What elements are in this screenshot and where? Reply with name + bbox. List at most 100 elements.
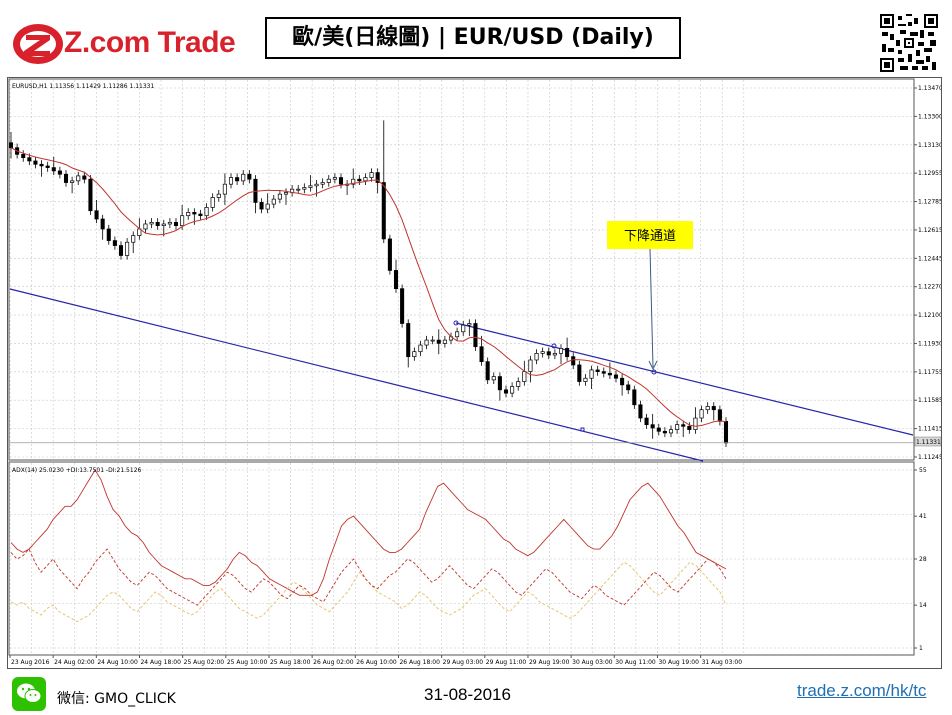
- annotation-arrow: [649, 248, 654, 368]
- candle: [546, 347, 551, 360]
- candle-body: [583, 377, 588, 382]
- candle: [424, 335, 429, 350]
- candle-body: [8, 142, 14, 149]
- candle: [106, 224, 111, 245]
- candle: [717, 405, 722, 426]
- candle-body: [644, 417, 649, 426]
- price-tick-label: 1.12955: [918, 170, 941, 177]
- candle-body: [88, 178, 93, 212]
- candle-body: [106, 228, 111, 241]
- candle-body: [607, 372, 612, 376]
- candle-body: [516, 381, 521, 387]
- candle: [491, 372, 496, 385]
- candle-body: [167, 221, 172, 225]
- candle-body: [210, 197, 215, 208]
- chart-grid: [9, 80, 914, 655]
- candle-body: [540, 351, 545, 354]
- candle-body: [161, 223, 166, 226]
- time-tick-label: 29 Aug 11:00: [486, 659, 527, 666]
- candle-body: [363, 177, 368, 182]
- candle: [552, 349, 557, 360]
- candle-body: [479, 346, 484, 362]
- candle-body: [656, 427, 661, 432]
- candle: [400, 284, 405, 328]
- candle-body: [406, 323, 411, 358]
- candle: [613, 370, 619, 383]
- z-logo-icon: [13, 24, 63, 64]
- candle: [253, 175, 258, 214]
- candle: [112, 236, 117, 250]
- adx-line: [10, 469, 727, 596]
- candle: [320, 178, 325, 189]
- candle-body: [497, 376, 502, 391]
- candle: [644, 413, 649, 429]
- candle: [595, 365, 600, 376]
- candle: [565, 337, 570, 361]
- candle: [100, 214, 105, 240]
- candle-body: [595, 369, 600, 372]
- candle-body: [546, 351, 551, 356]
- candle-body: [577, 364, 582, 382]
- candle: [485, 357, 490, 385]
- candle: [45, 161, 50, 172]
- candle: [332, 173, 337, 184]
- wechat-icon[interactable]: [12, 677, 46, 711]
- time-tick-label: 26 Aug 02:00: [313, 659, 354, 666]
- candle-body: [76, 175, 81, 182]
- candle: [241, 170, 246, 186]
- candle: [357, 175, 362, 186]
- candle: [88, 175, 93, 215]
- candle: [375, 168, 380, 194]
- candle-body: [723, 420, 729, 444]
- candle-body: [259, 202, 264, 210]
- price-tick-label: 1.13300: [918, 113, 941, 120]
- candle: [57, 166, 62, 179]
- channel-anchor-point[interactable]: [580, 427, 585, 432]
- candle-body: [235, 177, 240, 182]
- candle-body: [277, 193, 282, 200]
- candle: [503, 385, 509, 398]
- channel-anchor-point[interactable]: [551, 343, 557, 349]
- candle-body: [155, 221, 160, 226]
- candle: [522, 360, 527, 386]
- indicator-tick-label: 55: [919, 467, 927, 474]
- descending-channel: [9, 288, 914, 462]
- candle-body: [216, 193, 221, 198]
- candle: [33, 156, 38, 169]
- candle: [345, 180, 350, 195]
- price-tick-label: 1.12100: [918, 312, 941, 319]
- candle-body: [21, 153, 26, 159]
- chart-frame: 下降通道 EURUSD,H1 1.11356 1.11429 1.11286 1…: [7, 77, 942, 669]
- candle-body: [613, 374, 619, 379]
- channel-lower-line: [9, 288, 704, 462]
- candle-body: [320, 182, 325, 185]
- candle: [681, 420, 686, 438]
- candle-body: [82, 175, 87, 180]
- candle: [442, 335, 447, 348]
- candle: [216, 189, 221, 202]
- candle-body: [528, 359, 533, 372]
- candle: [711, 402, 716, 421]
- candle-body: [27, 157, 32, 162]
- candle-body: [265, 203, 270, 210]
- candle-body: [51, 167, 56, 172]
- indicator-pane-info: ADX(14) 25.0230 +DI:13.7501 -DI:21.5126: [12, 467, 142, 474]
- channel-anchor-point[interactable]: [453, 320, 459, 326]
- indicator-tick-label: 14: [919, 602, 927, 609]
- candle: [302, 183, 307, 194]
- candle: [406, 319, 411, 368]
- candle-body: [222, 183, 227, 195]
- candle: [192, 208, 197, 225]
- candle-body: [638, 404, 643, 419]
- candle-body: [94, 210, 99, 220]
- candle: [210, 193, 215, 212]
- candle: [705, 402, 710, 414]
- candle-body: [455, 331, 460, 338]
- candle-body: [204, 207, 209, 217]
- candle-body: [173, 221, 179, 226]
- candle: [638, 400, 643, 423]
- time-tick-label: 24 Aug 18:00: [140, 659, 181, 666]
- channel-anchor-point[interactable]: [651, 369, 657, 375]
- candle-body: [308, 185, 313, 188]
- website-link[interactable]: trade.z.com/hk/tc: [797, 681, 927, 700]
